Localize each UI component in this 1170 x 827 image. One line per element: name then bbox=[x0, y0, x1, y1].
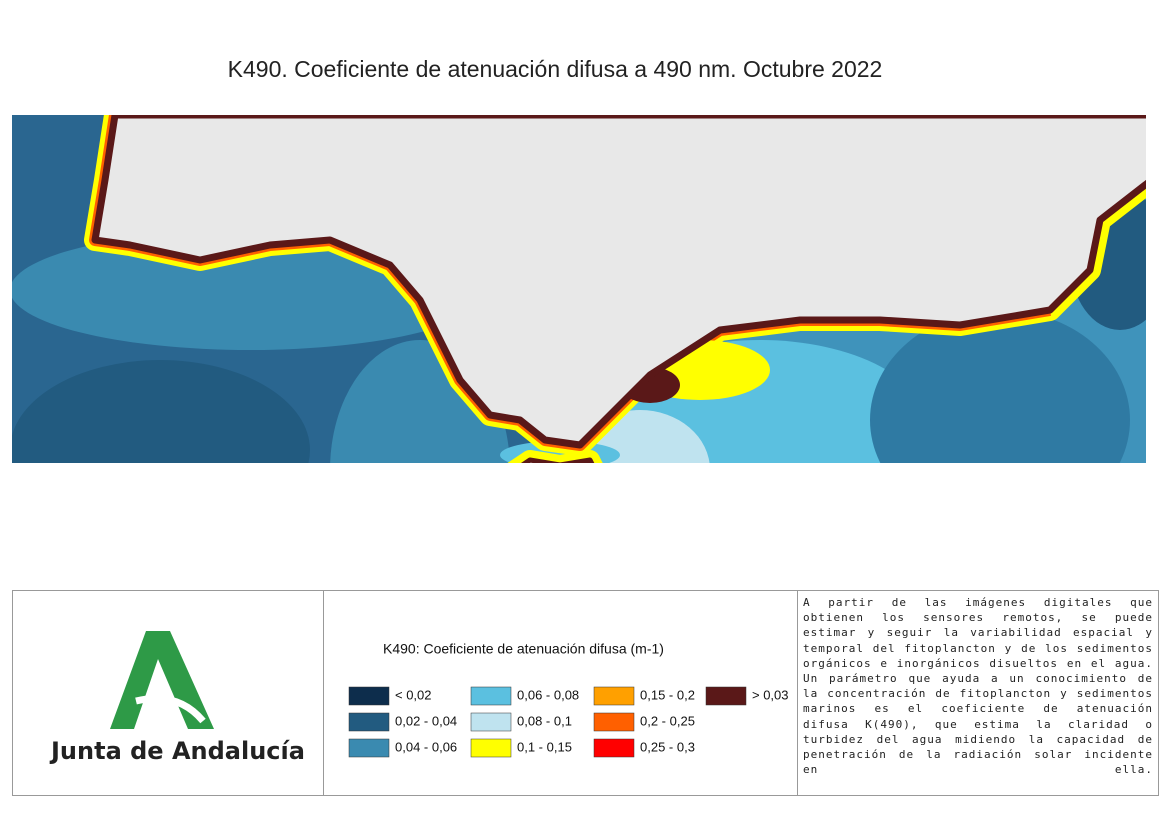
legend-swatch bbox=[593, 738, 635, 758]
logo-text: Junta de Andalucía bbox=[51, 737, 305, 765]
legend-label: > 0,03 bbox=[752, 687, 789, 702]
land-iberia bbox=[91, 115, 1146, 449]
divider bbox=[323, 591, 324, 795]
legend-swatch bbox=[593, 712, 635, 732]
info-panel: Junta de Andalucía K490: Coeficiente de … bbox=[12, 590, 1159, 796]
description: A partir de las imágenes digitales que o… bbox=[803, 596, 1153, 777]
legend-swatch bbox=[470, 738, 512, 758]
legend-swatch bbox=[470, 686, 512, 706]
legend-title: K490: Coeficiente de atenuación difusa (… bbox=[383, 641, 664, 657]
legend-label: 0,06 - 0,08 bbox=[517, 687, 579, 702]
legend-label: 0,2 - 0,25 bbox=[640, 713, 695, 728]
map bbox=[12, 115, 1146, 575]
legend-swatch bbox=[348, 738, 390, 758]
deep-water bbox=[870, 310, 1130, 463]
legend-label: 0,02 - 0,04 bbox=[395, 713, 457, 728]
legend-label: 0,1 - 0,15 bbox=[517, 739, 572, 754]
logo bbox=[110, 631, 214, 729]
logo-curve bbox=[135, 695, 206, 724]
deep-water bbox=[12, 360, 310, 463]
coastal-band bbox=[507, 450, 603, 463]
legend-label: 0,08 - 0,1 bbox=[517, 713, 572, 728]
legend-label: 0,04 - 0,06 bbox=[395, 739, 457, 754]
legend-swatch bbox=[705, 686, 747, 706]
legend-swatch bbox=[470, 712, 512, 732]
legend-label: 0,15 - 0,2 bbox=[640, 687, 695, 702]
legend-label: 0,25 - 0,3 bbox=[640, 739, 695, 754]
legend-swatch bbox=[348, 712, 390, 732]
legend-swatch bbox=[348, 686, 390, 706]
map-title: K490. Coeficiente de atenuación difusa a… bbox=[227, 56, 883, 82]
legend-label: < 0,02 bbox=[395, 687, 432, 702]
land-africa bbox=[520, 457, 595, 463]
divider bbox=[797, 591, 798, 795]
legend-swatch bbox=[593, 686, 635, 706]
legend: K490: Coeficiente de atenuación difusa (… bbox=[348, 641, 789, 758]
coastal-band bbox=[610, 540, 940, 575]
